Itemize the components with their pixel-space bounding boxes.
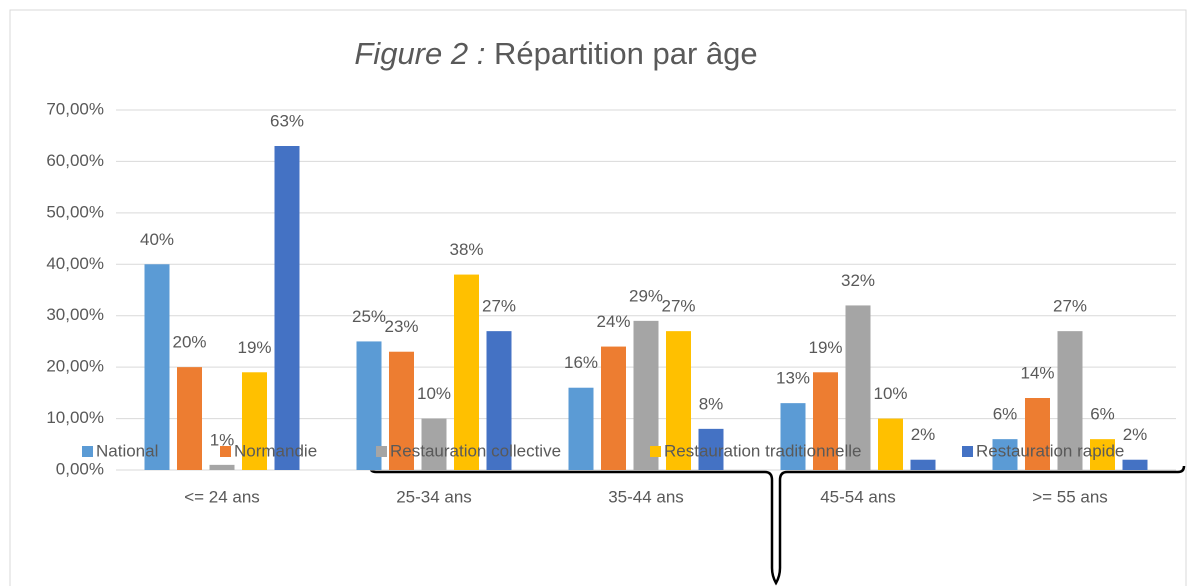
legend-label: Restauration rapide (976, 441, 1124, 460)
data-label: 23% (384, 317, 418, 336)
data-label: 13% (776, 369, 810, 388)
legend-label: Restauration collective (390, 441, 561, 460)
bar (1057, 331, 1083, 470)
y-tick-label: 70,00% (46, 99, 104, 118)
data-label: 2% (911, 425, 936, 444)
legend-swatch (376, 446, 387, 457)
data-label: 27% (661, 297, 695, 316)
y-tick-label: 30,00% (46, 305, 104, 324)
bar (454, 274, 479, 470)
bar (1025, 398, 1050, 470)
title-prefix: Figure 2 : (354, 36, 485, 71)
data-label: 25% (352, 307, 386, 326)
legend-label: Restauration traditionnelle (664, 441, 862, 460)
data-label: 19% (808, 338, 842, 357)
bar (421, 418, 447, 470)
bar (389, 351, 414, 470)
bar (1090, 439, 1115, 470)
bar (486, 331, 512, 470)
data-label: 10% (417, 384, 451, 403)
data-label: 14% (1020, 363, 1054, 382)
bar (144, 264, 170, 470)
data-label: 2% (1123, 425, 1148, 444)
y-tick-label: 0,00% (56, 459, 104, 478)
data-label: 63% (270, 111, 304, 130)
data-label: 32% (841, 271, 875, 290)
data-label: 20% (172, 333, 206, 352)
bar (845, 305, 871, 470)
legend-swatch (82, 446, 93, 457)
data-label: 8% (699, 394, 724, 413)
y-tick-label: 10,00% (46, 408, 104, 427)
bar (813, 372, 838, 470)
bar (910, 459, 936, 470)
chart-title: Figure 2 : Répartition par âge (354, 36, 757, 71)
chart-border (9, 9, 1187, 586)
bar (780, 403, 806, 470)
x-tick-label: >= 55 ans (1032, 487, 1108, 506)
brace (368, 465, 1186, 586)
data-label: 27% (482, 297, 516, 316)
data-label: 1% (210, 430, 235, 449)
bar (568, 387, 594, 470)
bar (698, 428, 724, 470)
bar (992, 439, 1018, 470)
data-label: 16% (564, 353, 598, 372)
bar (242, 372, 267, 470)
data-label: 19% (237, 338, 271, 357)
legend-label: Normandie (234, 441, 317, 460)
y-tick-label: 50,00% (46, 202, 104, 221)
data-label: 40% (140, 230, 174, 249)
bar (209, 464, 235, 470)
x-tick-label: <= 24 ans (184, 487, 260, 506)
bar (666, 331, 691, 470)
bar (274, 146, 300, 470)
y-tick-label: 40,00% (46, 254, 104, 273)
legend-label: National (96, 441, 158, 460)
data-label: 24% (596, 312, 630, 331)
bar (601, 346, 626, 470)
legend-swatch (220, 446, 231, 457)
x-tick-label: 25-34 ans (396, 487, 472, 506)
title-main: Répartition par âge (494, 36, 758, 71)
y-tick-label: 20,00% (46, 357, 104, 376)
data-label: 10% (873, 384, 907, 403)
data-label: 38% (449, 240, 483, 259)
data-label: 29% (629, 286, 663, 305)
data-label: 6% (993, 405, 1018, 424)
bar (633, 320, 659, 470)
bar (1122, 459, 1148, 470)
bar (878, 418, 903, 470)
x-tick-label: 45-54 ans (820, 487, 896, 506)
x-tick-label: 35-44 ans (608, 487, 684, 506)
data-label: 27% (1053, 297, 1087, 316)
legend-swatch (962, 446, 973, 457)
y-tick-label: 60,00% (46, 151, 104, 170)
bar (177, 367, 202, 470)
legend-swatch (650, 446, 661, 457)
data-label: 6% (1090, 405, 1115, 424)
